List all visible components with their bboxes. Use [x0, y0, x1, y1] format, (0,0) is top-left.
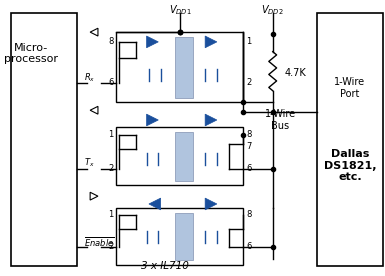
Text: 2: 2: [246, 78, 252, 87]
Bar: [117, 208, 243, 264]
Bar: [175, 132, 192, 181]
Text: 2: 2: [108, 242, 114, 251]
Polygon shape: [205, 36, 217, 48]
Bar: [117, 127, 243, 185]
Bar: [117, 32, 243, 102]
Text: 8: 8: [108, 37, 114, 46]
Text: 6: 6: [108, 78, 114, 87]
Text: 1: 1: [108, 130, 114, 139]
Text: $V_{DD1}$: $V_{DD1}$: [169, 3, 191, 17]
Text: Micro-
processor: Micro- processor: [3, 43, 58, 64]
Text: $T_x$: $T_x$: [84, 157, 95, 169]
Text: 8: 8: [246, 130, 252, 139]
Bar: [175, 213, 192, 260]
Polygon shape: [90, 192, 98, 200]
Bar: [175, 37, 192, 97]
Polygon shape: [205, 198, 217, 210]
Text: $V_{DD2}$: $V_{DD2}$: [261, 3, 284, 17]
Text: $R_x$: $R_x$: [84, 72, 95, 84]
Text: Dallas
DS1821,
etc.: Dallas DS1821, etc.: [324, 149, 376, 182]
Text: 6: 6: [246, 164, 252, 173]
Bar: [11, 13, 77, 266]
Text: 1: 1: [246, 37, 252, 46]
Text: 3 x IL710: 3 x IL710: [141, 261, 189, 272]
Text: 6: 6: [246, 242, 252, 251]
Text: 2: 2: [108, 164, 114, 173]
Polygon shape: [147, 114, 158, 126]
Polygon shape: [90, 28, 98, 36]
Text: 1-Wire
Bus: 1-Wire Bus: [265, 109, 296, 131]
Polygon shape: [147, 36, 158, 48]
Polygon shape: [90, 106, 98, 114]
Polygon shape: [205, 114, 217, 126]
Text: 1-Wire
Port: 1-Wire Port: [334, 77, 365, 99]
Polygon shape: [149, 198, 161, 210]
Text: 1: 1: [108, 210, 114, 219]
Text: 8: 8: [246, 210, 252, 219]
Text: 7: 7: [246, 142, 252, 151]
Bar: [316, 13, 383, 266]
Text: 4.7K: 4.7K: [285, 68, 306, 78]
Text: $\overline{Enable}$: $\overline{Enable}$: [84, 235, 115, 249]
